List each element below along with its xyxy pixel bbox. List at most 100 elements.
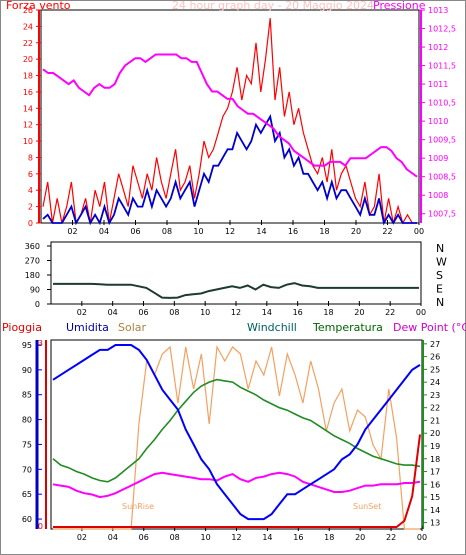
right-tick-label: 1012,5: [428, 25, 456, 34]
p1-xtick-label: 10: [200, 308, 210, 317]
p0-xtick-label: 08: [162, 227, 172, 236]
temperature-tick-label: 24: [430, 378, 440, 387]
rain-tick-label: 3: [38, 339, 43, 348]
temperature-tick-label: 14: [430, 506, 440, 515]
left-tick-label: 2: [28, 203, 33, 212]
temperature-tick-label: 19: [430, 442, 440, 451]
p2-xtick-label: 02: [77, 533, 87, 542]
left-tick-label: 20: [23, 55, 33, 64]
dir-tick-label: 90: [30, 286, 40, 295]
humidity-tick-label: 95: [22, 341, 32, 350]
header-umidita: Umidita: [66, 321, 109, 334]
direction-label: S: [436, 269, 443, 282]
p1-xtick-label: 00: [416, 308, 426, 317]
p1-xtick-label: 06: [138, 308, 148, 317]
left-tick-label: 4: [28, 186, 33, 195]
p0-xtick-label: 10: [193, 227, 203, 236]
series-forza-vento: [42, 18, 417, 225]
p1-xtick-label: 20: [354, 308, 364, 317]
p1-xtick-label: 14: [262, 308, 272, 317]
p2-xtick-label: 06: [139, 533, 149, 542]
p2-xtick-label: 20: [355, 533, 365, 542]
p1-xtick-label: 22: [385, 308, 395, 317]
p2-xtick-label: 08: [170, 533, 180, 542]
dir-tick-label: 180: [25, 271, 40, 280]
series-temperatura: [52, 378, 421, 483]
temperature-tick-label: 18: [430, 455, 440, 464]
right-tick-label: 1008,5: [428, 173, 456, 182]
temperature-tick-label: 23: [430, 391, 440, 400]
p2-xtick-label: 00: [417, 533, 427, 542]
p0-xtick-label: 18: [319, 227, 329, 236]
wind-direction-plot-frame: [50, 241, 422, 305]
temperature-tick-label: 21: [430, 416, 440, 425]
sunset-label: SunSet: [353, 502, 381, 511]
p2-xtick-label: 10: [200, 533, 210, 542]
p0-xtick-label: 00: [414, 227, 424, 236]
left-tick-label: 0: [28, 219, 33, 228]
dir-tick-label: 360: [25, 242, 40, 251]
series-dew-point: [52, 471, 421, 499]
series-solar: [53, 345, 420, 530]
temperature-tick-label: 27: [430, 340, 440, 349]
header-pioggia: Pioggia: [2, 321, 42, 334]
sunrise-label: SunRise: [122, 502, 154, 511]
left-tick-label: 16: [23, 88, 33, 97]
wind-pressure-plot-frame: [40, 9, 420, 224]
series-pioggia: [53, 434, 421, 528]
chart-title: 24 hour graph day - 20 Maggio 2024: [172, 0, 374, 12]
humidity-tick-label: 80: [22, 416, 32, 425]
left-tick-label: 14: [23, 104, 33, 113]
dir-tick-label: 0: [35, 300, 40, 309]
rain-tick-label: 0: [38, 522, 43, 531]
p2-xtick-label: 22: [386, 533, 396, 542]
right-tick-label: 1013: [428, 6, 448, 15]
p1-xtick-label: 18: [323, 308, 333, 317]
header-solar: Solar: [118, 321, 147, 334]
right-tick-label: 1008: [428, 191, 448, 200]
temperature-tick-label: 15: [430, 493, 440, 502]
series-wind-direction: [53, 282, 419, 299]
humidity-tick-label: 70: [22, 465, 32, 474]
direction-label: W: [436, 256, 447, 269]
p0-xtick-label: 06: [130, 227, 140, 236]
humidity-tick-label: 65: [22, 490, 32, 499]
humidity-tick-label: 60: [22, 515, 32, 524]
left-tick-label: 24: [23, 22, 33, 31]
left-tick-label: 6: [28, 170, 33, 179]
right-tick-label: 1011: [428, 80, 448, 89]
series-pressione: [42, 53, 418, 178]
p1-xtick-label: 02: [77, 308, 87, 317]
p2-xtick-label: 14: [262, 533, 272, 542]
left-tick-label: 26: [23, 6, 33, 15]
left-tick-label: 22: [23, 39, 33, 48]
p1-xtick-label: 08: [169, 308, 179, 317]
right-tick-label: 1007,5: [428, 210, 456, 219]
series-umidita: [52, 344, 421, 521]
p0-xtick-label: 14: [256, 227, 266, 236]
temperature-tick-label: 20: [430, 429, 440, 438]
right-tick-label: 1009,5: [428, 136, 456, 145]
temperature-tick-label: 22: [430, 404, 440, 413]
series-wind-avg: [42, 113, 417, 226]
temperature-tick-label: 13: [430, 519, 440, 528]
right-tick-label: 1012: [428, 43, 448, 52]
header-windchill: Windchill: [247, 321, 297, 334]
right-tick-label: 1011,5: [428, 62, 456, 71]
p0-xtick-label: 20: [351, 227, 361, 236]
p0-xtick-label: 22: [382, 227, 392, 236]
p2-xtick-label: 04: [108, 533, 118, 542]
left-axis-label: Forza vento: [6, 0, 71, 12]
left-tick-label: 18: [23, 72, 33, 81]
humidity-tick-label: 75: [22, 440, 32, 449]
right-axis-label: Pressione: [373, 0, 426, 12]
right-tick-label: 1010,5: [428, 99, 456, 108]
direction-label: E: [436, 283, 443, 296]
temp-humidity-plot-frame: [50, 339, 423, 530]
header-dew-point: Dew Point (°C): [393, 321, 466, 334]
p0-xtick-label: 16: [288, 227, 298, 236]
temperature-tick-label: 26: [430, 353, 440, 362]
p0-xtick-label: 12: [225, 227, 235, 236]
